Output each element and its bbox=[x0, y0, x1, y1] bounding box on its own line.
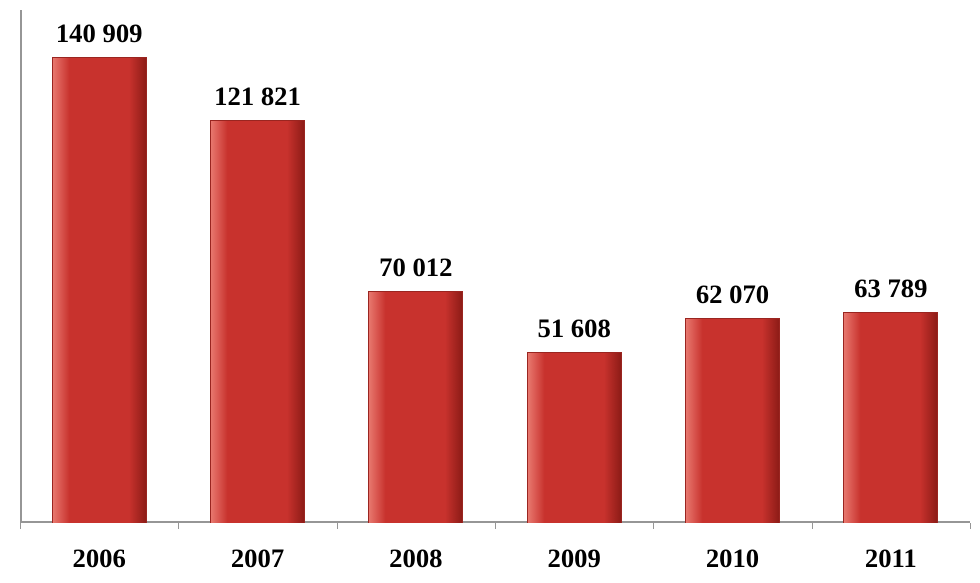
x-axis-tick bbox=[178, 523, 179, 529]
bar bbox=[368, 291, 463, 523]
bar-slot: 62 070 bbox=[653, 10, 811, 523]
bar bbox=[210, 120, 305, 523]
bar-value-label: 140 909 bbox=[56, 18, 143, 49]
x-axis-label: 2007 bbox=[178, 533, 336, 574]
x-axis-tick bbox=[653, 523, 654, 529]
bar-slot: 70 012 bbox=[337, 10, 495, 523]
bar-value-label: 62 070 bbox=[696, 279, 769, 310]
x-axis-label: 2009 bbox=[495, 533, 653, 574]
x-axis-tick bbox=[970, 523, 971, 529]
bar bbox=[685, 318, 780, 523]
bar bbox=[843, 312, 938, 523]
bar-slot: 63 789 bbox=[812, 10, 970, 523]
bar-value-label: 70 012 bbox=[379, 252, 452, 283]
x-axis-labels: 200620072008200920102011 bbox=[20, 533, 970, 583]
x-axis-tick bbox=[812, 523, 813, 529]
bar-slot: 140 909 bbox=[20, 10, 178, 523]
bars-container: 140 909 121 821 70 012 51 608 62 070 63 789 bbox=[20, 10, 970, 523]
x-axis-tick bbox=[495, 523, 496, 529]
bar-value-label: 121 821 bbox=[214, 81, 301, 112]
x-axis-label: 2006 bbox=[20, 533, 178, 574]
x-axis-label: 2008 bbox=[337, 533, 495, 574]
bar-chart: 140 909 121 821 70 012 51 608 62 070 63 789 2… bbox=[0, 0, 980, 583]
x-axis-tick bbox=[337, 523, 338, 529]
bar bbox=[52, 57, 147, 523]
x-axis-label: 2010 bbox=[653, 533, 811, 574]
x-axis-tick bbox=[20, 523, 21, 529]
bar-value-label: 51 608 bbox=[537, 313, 610, 344]
bar-slot: 121 821 bbox=[178, 10, 336, 523]
bar-value-label: 63 789 bbox=[854, 273, 927, 304]
bar-slot: 51 608 bbox=[495, 10, 653, 523]
x-axis-label: 2011 bbox=[812, 533, 970, 574]
bar bbox=[527, 352, 622, 523]
plot-area: 140 909 121 821 70 012 51 608 62 070 63 789 bbox=[20, 10, 970, 523]
